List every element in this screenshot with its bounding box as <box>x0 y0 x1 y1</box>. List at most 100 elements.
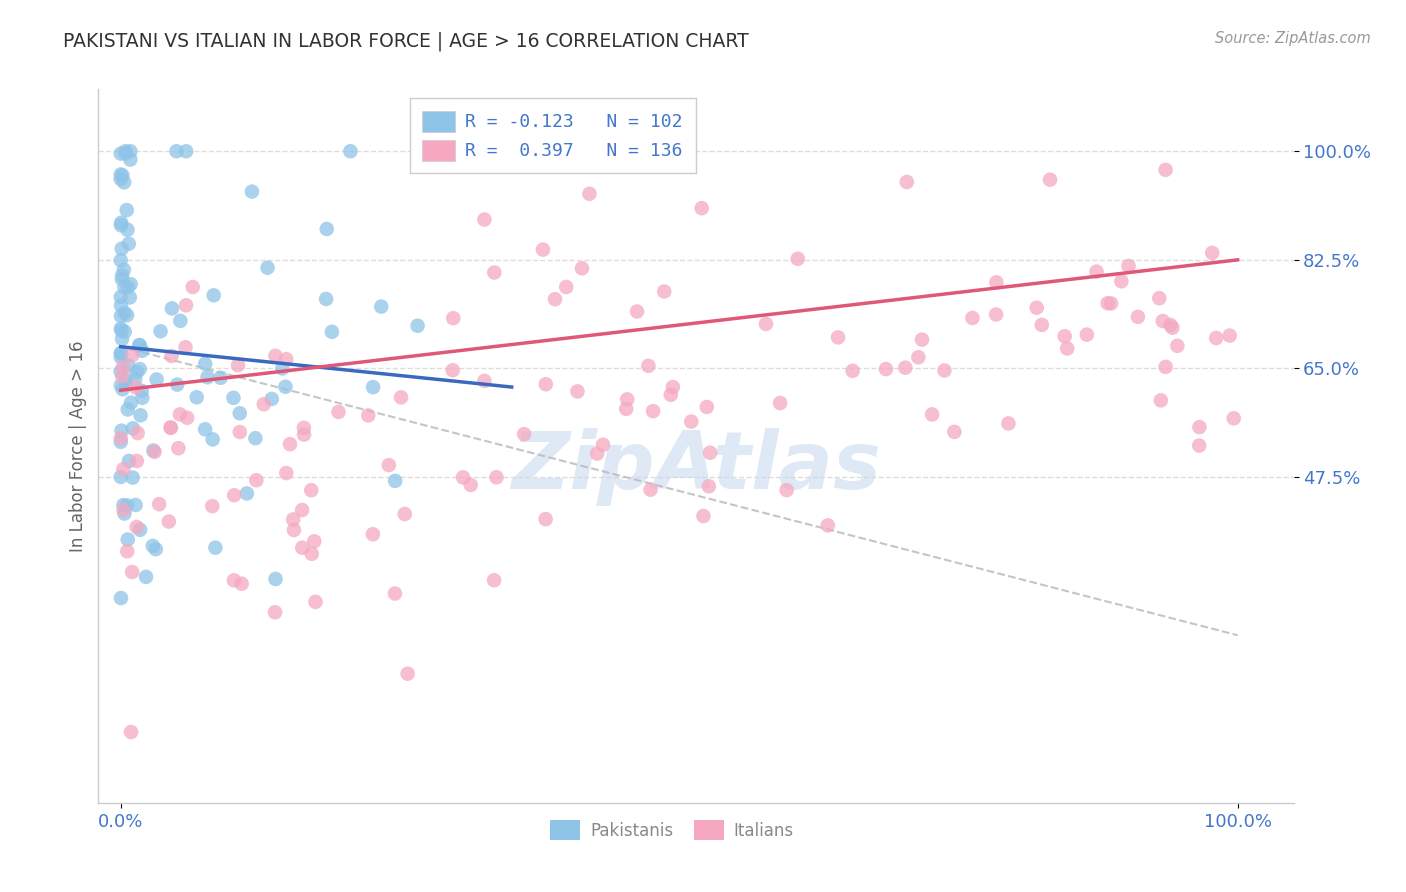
Point <box>110 172 132 186</box>
Point <box>370 300 392 314</box>
Point <box>264 605 287 619</box>
Point <box>125 365 148 379</box>
Point <box>124 372 146 386</box>
Point <box>264 349 287 363</box>
Point <box>115 203 138 218</box>
Point <box>292 421 315 435</box>
Point <box>690 201 713 215</box>
Point <box>110 219 132 233</box>
Point <box>321 325 343 339</box>
Text: Source: ZipAtlas.com: Source: ZipAtlas.com <box>1215 31 1371 46</box>
Point <box>361 380 384 394</box>
Point <box>114 325 136 339</box>
Point <box>534 512 557 526</box>
Point <box>143 445 166 459</box>
Point <box>1076 327 1098 342</box>
Point <box>640 483 662 497</box>
Point <box>571 261 593 276</box>
Point <box>841 364 863 378</box>
Point <box>291 503 314 517</box>
Point <box>114 146 136 161</box>
Point <box>194 422 217 436</box>
Point <box>120 145 142 159</box>
Point <box>222 391 245 405</box>
Point <box>921 408 943 422</box>
Point <box>907 350 929 364</box>
Point <box>361 527 384 541</box>
Point <box>1201 245 1223 260</box>
Point <box>264 572 287 586</box>
Point <box>1111 274 1133 288</box>
Point <box>128 338 150 352</box>
Point <box>302 534 325 549</box>
Point <box>534 377 557 392</box>
Point <box>827 330 849 344</box>
Point <box>616 392 638 407</box>
Point <box>112 280 135 294</box>
Point <box>209 371 232 385</box>
Point <box>1099 296 1122 310</box>
Point <box>755 317 778 331</box>
Point <box>112 262 135 277</box>
Point <box>125 454 148 468</box>
Point <box>125 380 148 394</box>
Point <box>110 216 132 230</box>
Point <box>229 425 252 439</box>
Point <box>142 443 165 458</box>
Point <box>1126 310 1149 324</box>
Point <box>283 512 305 526</box>
Point <box>129 523 152 537</box>
Point <box>894 360 917 375</box>
Point <box>167 441 190 455</box>
Point <box>111 369 134 384</box>
Point <box>110 346 132 360</box>
Point <box>271 361 294 376</box>
Point <box>1149 291 1171 305</box>
Point <box>1219 328 1241 343</box>
Point <box>253 397 276 411</box>
Point <box>124 498 146 512</box>
Point <box>110 298 132 312</box>
Point <box>111 268 134 283</box>
Point <box>384 586 406 600</box>
Legend: Pakistanis, Italians: Pakistanis, Italians <box>543 812 801 848</box>
Point <box>484 266 506 280</box>
Point <box>197 370 219 384</box>
Point <box>110 434 132 449</box>
Point <box>110 168 132 182</box>
Point <box>117 359 139 373</box>
Point <box>222 574 245 588</box>
Point <box>112 498 135 512</box>
Point <box>120 277 142 292</box>
Point <box>112 175 135 189</box>
Point <box>1222 411 1244 425</box>
Point <box>240 185 263 199</box>
Point <box>460 478 482 492</box>
Point <box>1118 259 1140 273</box>
Point <box>122 421 145 435</box>
Point <box>531 243 554 257</box>
Point <box>112 462 135 476</box>
Point <box>1039 172 1062 186</box>
Point <box>117 533 139 547</box>
Point <box>110 146 132 161</box>
Point <box>121 348 143 362</box>
Point <box>111 332 134 346</box>
Point <box>304 595 326 609</box>
Point <box>110 378 132 392</box>
Point <box>176 410 198 425</box>
Point <box>131 391 153 405</box>
Point <box>291 541 314 555</box>
Point <box>406 318 429 333</box>
Point <box>474 212 496 227</box>
Point <box>120 395 142 409</box>
Point <box>578 186 600 201</box>
Point <box>110 431 132 445</box>
Text: ZipAtlas: ZipAtlas <box>510 428 882 507</box>
Point <box>997 417 1019 431</box>
Point <box>111 272 134 286</box>
Point <box>128 362 150 376</box>
Point <box>245 431 267 445</box>
Point <box>1154 359 1177 374</box>
Point <box>586 446 609 460</box>
